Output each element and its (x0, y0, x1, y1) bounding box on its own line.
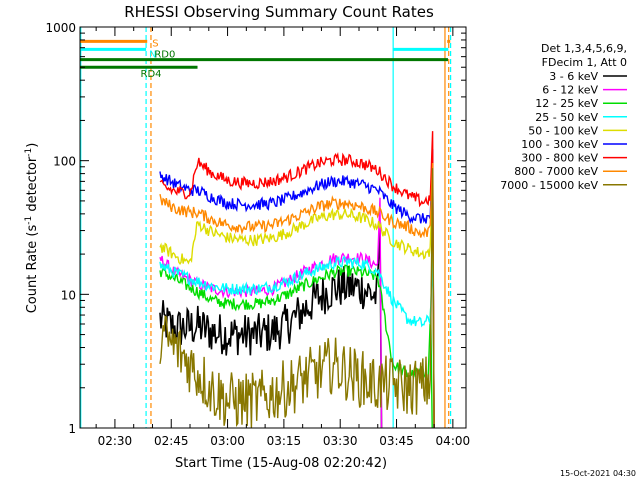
series-line-4 (159, 183, 435, 429)
legend-label-7: 800 - 7000 keV (514, 165, 598, 178)
axes: 02:30 02:45 03:00 03:15 03:30 03:45 04:00 1 10 10… (45, 21, 470, 448)
legend-label-6: 300 - 800 keV (521, 152, 598, 165)
y-axis-label-sup1: -1 (24, 216, 34, 225)
y-axis-label-end: ) (25, 143, 40, 148)
plot-frame (79, 26, 467, 429)
y-tick-label-3: 1000 (45, 21, 76, 35)
series-line-8 (159, 168, 435, 429)
chart-title: RHESSI Observing Summary Count Rates (124, 3, 434, 21)
x-tick-label-3: 03:15 (267, 434, 302, 448)
footer-date-stamp: 15-Oct-2021 04:30 (560, 469, 636, 478)
legend: Det 1,3,4,5,6,9, FDecim 1, Att 0 3 - 6 k… (500, 42, 627, 192)
plot-area (80, 27, 452, 429)
y-axis-label-main: Count Rate (s (25, 225, 40, 314)
series-line-0 (159, 229, 383, 429)
series-line-5 (159, 149, 435, 429)
y-tick-label-1: 10 (61, 288, 76, 302)
legend-label-5: 100 - 300 keV (521, 138, 598, 151)
x-tick-label-2: 03:00 (210, 434, 245, 448)
legend-label-3: 25 - 50 keV (535, 111, 598, 124)
legend-label-1: 6 - 12 keV (542, 84, 598, 97)
flag-label-rd0: RD0 (154, 50, 175, 61)
flag-label-n: N (149, 49, 156, 60)
legend-label-4: 50 - 100 keV (528, 124, 598, 137)
flag-label-rd4: RD4 (141, 69, 162, 80)
legend-label-2: 12 - 25 keV (535, 97, 598, 110)
x-tick-label-4: 03:30 (323, 434, 358, 448)
x-tick-label-0: 02:30 (98, 434, 133, 448)
series-line-3 (159, 251, 435, 429)
x-tick-label-1: 02:45 (154, 434, 189, 448)
legend-header-line2: FDecim 1, Att 0 (542, 56, 627, 69)
series-line-6 (159, 131, 435, 429)
x-tick-label-6: 04:00 (436, 434, 471, 448)
y-tick-label-2: 100 (53, 155, 76, 169)
y-axis-label-sup2: -1 (24, 148, 34, 157)
legend-header-line1: Det 1,3,4,5,6,9, (541, 42, 627, 55)
series-line-2 (159, 264, 433, 429)
legend-label-0: 3 - 6 keV (549, 70, 598, 83)
x-axis-label: Start Time (15-Aug-08 02:20:42) (175, 456, 387, 471)
y-tick-label-0: 1 (68, 422, 76, 436)
y-axis-label-mid: detector (25, 156, 40, 216)
x-tick-label-5: 03:45 (379, 434, 414, 448)
series-line-7 (159, 162, 435, 429)
flag-label-s: S (152, 38, 158, 49)
y-axis-label: Count Rate (s-1 detector-1) (24, 143, 40, 314)
legend-label-8: 7000 - 15000 keV (500, 179, 598, 192)
